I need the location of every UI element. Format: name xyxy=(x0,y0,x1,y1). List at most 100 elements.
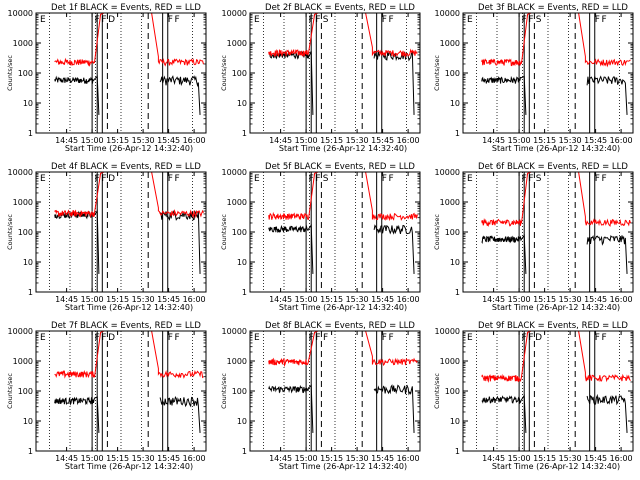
y-tick-label: 100 xyxy=(445,69,460,78)
marker-letter: D xyxy=(108,333,115,343)
y-tick-label: 1000 xyxy=(227,198,247,207)
marker-letter: F xyxy=(323,333,328,343)
marker-letter: F xyxy=(309,333,314,343)
x-tick-label: 14:45 xyxy=(269,136,292,145)
red-lld-series-line xyxy=(365,171,418,222)
y-tick-label: 10 xyxy=(237,99,247,108)
x-tick-label: 15:45 xyxy=(584,454,607,463)
red-lld-series-line xyxy=(578,12,631,68)
black-events-series-line xyxy=(586,393,628,433)
marker-letter: E xyxy=(254,15,260,25)
black-events-series-line xyxy=(481,394,527,433)
y-tick-label: 1000 xyxy=(13,357,33,366)
red-lld-series-line xyxy=(54,171,105,219)
x-tick-label: 15:15 xyxy=(106,136,129,145)
y-tick-label: 100 xyxy=(445,387,460,396)
x-axis-label: Start Time (26-Apr-12 14:32:40) xyxy=(279,462,407,471)
panel-8: Det 8f BLACK = Events, RED = LLD Counts/s… xyxy=(220,321,421,471)
red-lld-series-line xyxy=(54,330,105,379)
marker-letter: F xyxy=(595,174,600,184)
x-tick-label: 15:45 xyxy=(371,136,394,145)
marker-letter: E xyxy=(254,333,260,343)
marker-letter: F xyxy=(602,174,607,184)
y-tick-label: 1000 xyxy=(13,198,33,207)
x-tick-label: 14:45 xyxy=(55,454,78,463)
x-tick-label: 16:00 xyxy=(183,454,206,463)
y-axis-label: Counts/sec xyxy=(6,214,14,250)
y-tick-label: 1 xyxy=(455,288,460,297)
marker-letter: S xyxy=(536,174,542,184)
x-tick-label: 15:30 xyxy=(132,454,155,463)
panel-title: Det 9f BLACK = Events, RED = LLD xyxy=(478,321,628,331)
y-tick-label: 1 xyxy=(242,288,247,297)
red-lld-series-line xyxy=(578,330,631,383)
panel-1: Det 1f BLACK = Events, RED = LLD Counts/s… xyxy=(6,3,207,153)
marker-letter: F xyxy=(95,15,100,25)
y-tick-label: 10 xyxy=(450,417,460,426)
x-tick-label: 15:00 xyxy=(295,454,318,463)
y-tick-label: 1 xyxy=(455,129,460,138)
red-lld-series-line xyxy=(268,12,319,58)
plot-frame xyxy=(35,171,207,293)
x-tick-label: 15:15 xyxy=(320,454,343,463)
x-tick-label: 15:15 xyxy=(106,295,129,304)
x-tick-label: 15:45 xyxy=(157,295,180,304)
y-tick-label: 100 xyxy=(18,228,33,237)
panel-title: Det 8f BLACK = Events, RED = LLD xyxy=(265,321,415,331)
y-tick-label: 1000 xyxy=(440,198,460,207)
x-tick-label: 16:00 xyxy=(183,136,206,145)
x-tick-label: 14:45 xyxy=(482,454,505,463)
y-tick-label: 1000 xyxy=(227,39,247,48)
black-events-series-line xyxy=(373,50,415,115)
marker-letter: D xyxy=(535,333,542,343)
plot-frame xyxy=(462,12,634,134)
marker-letter: E xyxy=(40,174,46,184)
x-tick-label: 15:00 xyxy=(81,136,104,145)
x-axis-label: Start Time (26-Apr-12 14:32:40) xyxy=(279,303,407,312)
x-tick-label: 14:45 xyxy=(482,136,505,145)
panel-4: Det 4f BLACK = Events, RED = LLD Counts/s… xyxy=(6,162,207,312)
black-events-series-line xyxy=(586,234,628,274)
panel-9: Det 9f BLACK = Events, RED = LLD Counts/s… xyxy=(433,321,634,471)
marker-letter: E xyxy=(467,174,473,184)
x-tick-label: 15:15 xyxy=(533,454,556,463)
x-axis-label: Start Time (26-Apr-12 14:32:40) xyxy=(65,144,193,153)
marker-letter: F xyxy=(382,333,387,343)
red-lld-series-line xyxy=(481,171,532,228)
x-tick-label: 16:00 xyxy=(183,295,206,304)
x-tick-label: 15:00 xyxy=(81,295,104,304)
plot-frame xyxy=(35,330,207,452)
x-tick-label: 15:15 xyxy=(106,454,129,463)
x-axis-label: Start Time (26-Apr-12 14:32:40) xyxy=(65,303,193,312)
x-tick-label: 16:00 xyxy=(610,136,633,145)
marker-letter: F xyxy=(101,174,106,184)
black-events-series-line xyxy=(159,75,201,115)
x-tick-label: 15:00 xyxy=(508,454,531,463)
marker-letter: F xyxy=(595,15,600,25)
red-lld-series-line xyxy=(365,330,418,367)
y-axis-label: Counts/sec xyxy=(220,373,228,409)
marker-letter: E xyxy=(40,15,46,25)
marker-letter: D xyxy=(108,15,115,25)
black-events-series-line xyxy=(586,75,628,115)
y-tick-label: 10 xyxy=(450,99,460,108)
y-tick-label: 1 xyxy=(242,447,247,456)
y-tick-label: 10000 xyxy=(435,9,460,18)
red-lld-series-line xyxy=(578,171,631,227)
black-events-series-line xyxy=(268,384,314,433)
x-tick-label: 15:45 xyxy=(371,295,394,304)
x-tick-label: 15:30 xyxy=(559,295,582,304)
x-tick-label: 15:30 xyxy=(132,136,155,145)
x-tick-label: 15:15 xyxy=(320,136,343,145)
x-tick-label: 14:45 xyxy=(55,295,78,304)
x-axis-label: Start Time (26-Apr-12 14:32:40) xyxy=(492,462,620,471)
x-tick-label: 16:00 xyxy=(610,295,633,304)
x-tick-label: 15:00 xyxy=(508,295,531,304)
red-lld-series-line xyxy=(151,171,204,219)
marker-letter: F xyxy=(175,174,180,184)
x-tick-label: 15:15 xyxy=(320,295,343,304)
x-tick-label: 15:30 xyxy=(132,295,155,304)
x-tick-label: 16:00 xyxy=(397,136,420,145)
y-axis-label: Counts/sec xyxy=(6,373,14,409)
